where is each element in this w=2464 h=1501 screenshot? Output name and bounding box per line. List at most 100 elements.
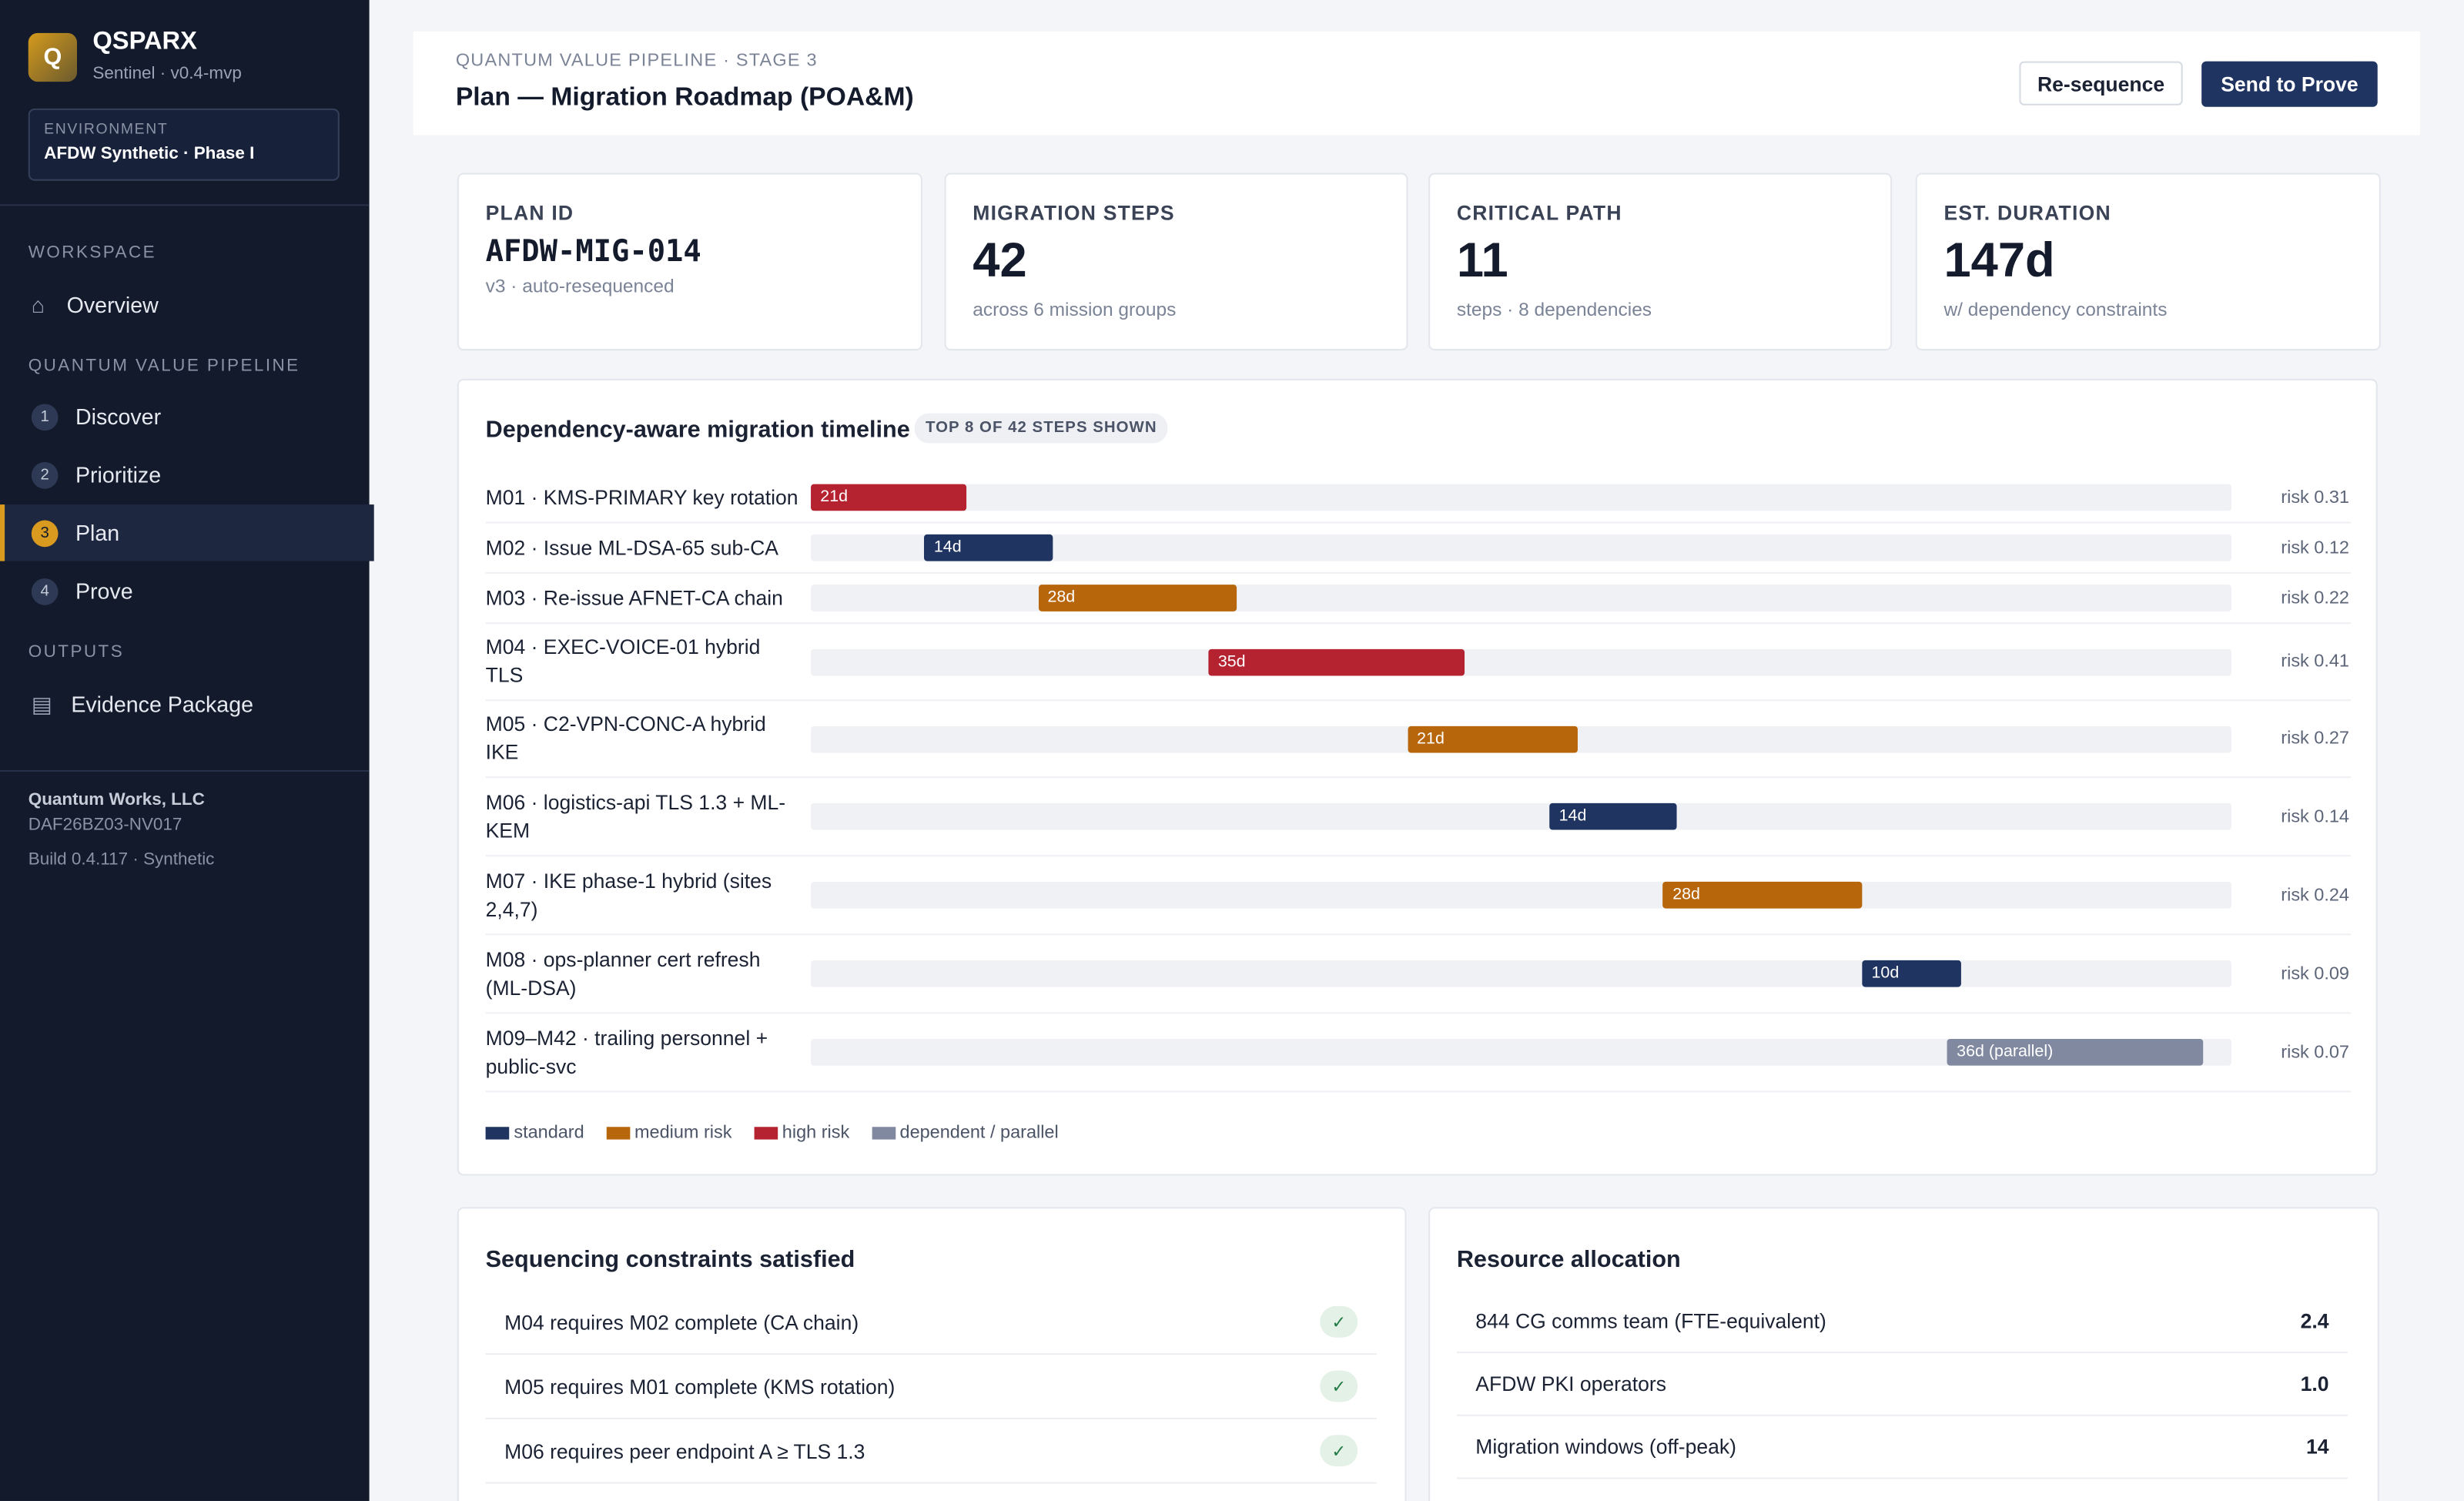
logo: Q — [28, 32, 77, 82]
nav-label: Plan — [75, 520, 120, 546]
brand: QSPARX — [92, 28, 197, 55]
legend-item: dependent / parallel — [871, 1124, 1059, 1143]
risk: risk 0.12 — [2281, 538, 2349, 558]
bar-label: 14d — [1558, 806, 1587, 826]
bar-label: 36d (parallel) — [1957, 1042, 2054, 1061]
bar-label: 14d — [933, 537, 962, 557]
step-label: M07 · IKE phase-1 hybrid (sites 2,4,7) — [485, 868, 772, 920]
nav-item[interactable]: 1 Discover — [0, 388, 370, 444]
bar-label: 21d — [1417, 728, 1445, 748]
resource-row: 844 CG comms team (FTE-equivalent) 2.4 — [1456, 1290, 2348, 1354]
risk: risk 0.31 — [2281, 487, 2349, 508]
bar: 21d — [811, 484, 967, 511]
timeline-row: M09–M42 · trailing personnel + public-sv… — [485, 1014, 2352, 1093]
eyebrow: QUANTUM VALUE PIPELINE · STAGE 3 — [455, 52, 818, 71]
kpi-sub: v3 · auto-resequenced — [485, 275, 675, 297]
timeline-card: Dependency-aware migration timeline TOP … — [457, 378, 2378, 1176]
bar: 36d (parallel) — [1947, 1038, 2204, 1066]
nav-item[interactable]: 2 Prioritize — [0, 447, 370, 503]
resource-label: Migration windows (off-peak) — [1475, 1435, 1736, 1459]
legend-item: high risk — [754, 1124, 850, 1143]
resource-label: Rollback budget per critical step — [1475, 1498, 2305, 1501]
constraint-text: M04 requires M02 complete (CA chain) — [504, 1310, 859, 1334]
step-number: 4 — [31, 577, 59, 605]
legend-swatch — [485, 1127, 510, 1140]
constraint-text: M06 requires peer endpoint A ≥ TLS 1.3 — [504, 1439, 865, 1462]
kpi-sub: w/ dependency constraints — [1943, 298, 2168, 321]
track: 10d — [811, 960, 2231, 987]
divider — [0, 769, 370, 772]
bar-label: 28d — [1047, 588, 1076, 607]
legend-label: medium risk — [634, 1124, 732, 1143]
legend-label: dependent / parallel — [899, 1124, 1059, 1143]
bar: 10d — [1862, 960, 1962, 987]
legend-label: standard — [514, 1124, 584, 1143]
legend-item: medium risk — [606, 1124, 732, 1143]
nav-evidence[interactable]: ▤ Evidence Package — [31, 690, 253, 717]
resource-value: 14 — [2305, 1435, 2329, 1459]
track: 35d — [811, 648, 2231, 675]
constraint-row: M06 requires peer endpoint A ≥ TLS 1.3 ✓ — [485, 1419, 1377, 1484]
kpi-label: EST. DURATION — [1943, 201, 2111, 225]
step-label: M01 · KMS-PRIMARY key rotation — [485, 484, 798, 509]
step-number: 3 — [31, 519, 59, 547]
step-label: M05 · C2-VPN-CONC-A hybrid IKE — [485, 712, 766, 764]
track: 21d — [811, 725, 2231, 752]
risk: risk 0.24 — [2281, 885, 2349, 905]
nav-label: Prove — [75, 578, 133, 604]
nav-label: Discover — [75, 404, 162, 430]
resequence-button[interactable]: Re-sequence — [2019, 61, 2183, 106]
risk: risk 0.27 — [2281, 729, 2349, 749]
step-label: M06 · logistics-api TLS 1.3 + ML-KEM — [485, 789, 786, 842]
bar: 14d — [924, 534, 1053, 561]
kpi-card: CRITICAL PATH 11 steps · 8 dependencies — [1428, 173, 1893, 351]
section-label: OUTPUTS — [28, 642, 125, 662]
timeline-row: M06 · logistics-api TLS 1.3 + ML-KEM 14d r… — [485, 778, 2352, 857]
nav-overview[interactable]: ⌂ Overview — [31, 292, 159, 318]
kpi-sub: steps · 8 dependencies — [1456, 298, 1652, 321]
step-label: M08 · ops-planner cert refresh (ML-DSA) — [485, 947, 761, 999]
timeline-badge: TOP 8 OF 42 STEPS SHOWN — [914, 413, 1168, 444]
kpi-label: CRITICAL PATH — [1456, 201, 1622, 225]
risk: risk 0.09 — [2281, 964, 2349, 983]
bar-label: 10d — [1871, 963, 1900, 983]
bar: 14d — [1549, 802, 1678, 830]
org-id: DAF26BZ03-NV017 — [28, 816, 182, 835]
resource-label: 844 CG comms team (FTE-equivalent) — [1475, 1308, 1826, 1333]
legend-swatch — [871, 1127, 896, 1140]
status-badge: ✓ — [1320, 1435, 1358, 1467]
risk: risk 0.14 — [2281, 806, 2349, 826]
resource-label: AFDW PKI operators — [1475, 1372, 1667, 1396]
constraints-title: Sequencing constraints satisfied — [485, 1246, 855, 1274]
bar: 21d — [1407, 725, 1578, 752]
track: 14d — [811, 802, 2231, 830]
legend-swatch — [754, 1127, 778, 1140]
kpi-card: EST. DURATION 147d w/ dependency constrain… — [1915, 173, 2381, 351]
resource-row: Rollback budget per critical step4h — [1457, 1479, 2348, 1501]
header: QUANTUM VALUE PIPELINE · STAGE 3 Plan — … — [413, 31, 2420, 136]
kpi-label: MIGRATION STEPS — [973, 201, 1175, 225]
nav-label: Evidence Package — [71, 691, 253, 717]
nav-label: Prioritize — [75, 461, 162, 487]
timeline-row: M01 · KMS-PRIMARY key rotation 21d risk 0.… — [485, 473, 2352, 524]
bar: 35d — [1208, 648, 1465, 675]
resource-row: AFDW PKI operators 1.0 — [1456, 1353, 2348, 1416]
resource-row: Migration windows (off-peak) 14 — [1456, 1416, 2348, 1479]
step-label: M02 · Issue ML-DSA-65 sub-CA — [485, 534, 779, 559]
section-label: QUANTUM VALUE PIPELINE — [28, 357, 300, 376]
nav-item[interactable]: 3 Plan — [0, 504, 374, 561]
environment: ENVIRONMENT AFDW Synthetic · Phase I — [28, 108, 340, 181]
status-badge: ✓ — [1320, 1305, 1358, 1338]
nav-item[interactable]: 4 Prove — [0, 563, 370, 619]
legend-label: high risk — [782, 1124, 850, 1143]
step-number: 2 — [31, 461, 59, 488]
env-label: ENVIRONMENT — [44, 121, 169, 139]
resource-value: 1.0 — [2300, 1372, 2329, 1396]
timeline-row: M02 · Issue ML-DSA-65 sub-CA 14d risk 0.12 — [485, 524, 2352, 574]
timeline-title: Dependency-aware migration timeline — [485, 416, 910, 444]
status-badge: ✓ — [1320, 1370, 1358, 1402]
resources-card: Resource allocation 844 CG comms team (F… — [1428, 1207, 2379, 1501]
bar: 28d — [1038, 585, 1237, 611]
send-button[interactable]: Send to Prove — [2201, 61, 2378, 107]
